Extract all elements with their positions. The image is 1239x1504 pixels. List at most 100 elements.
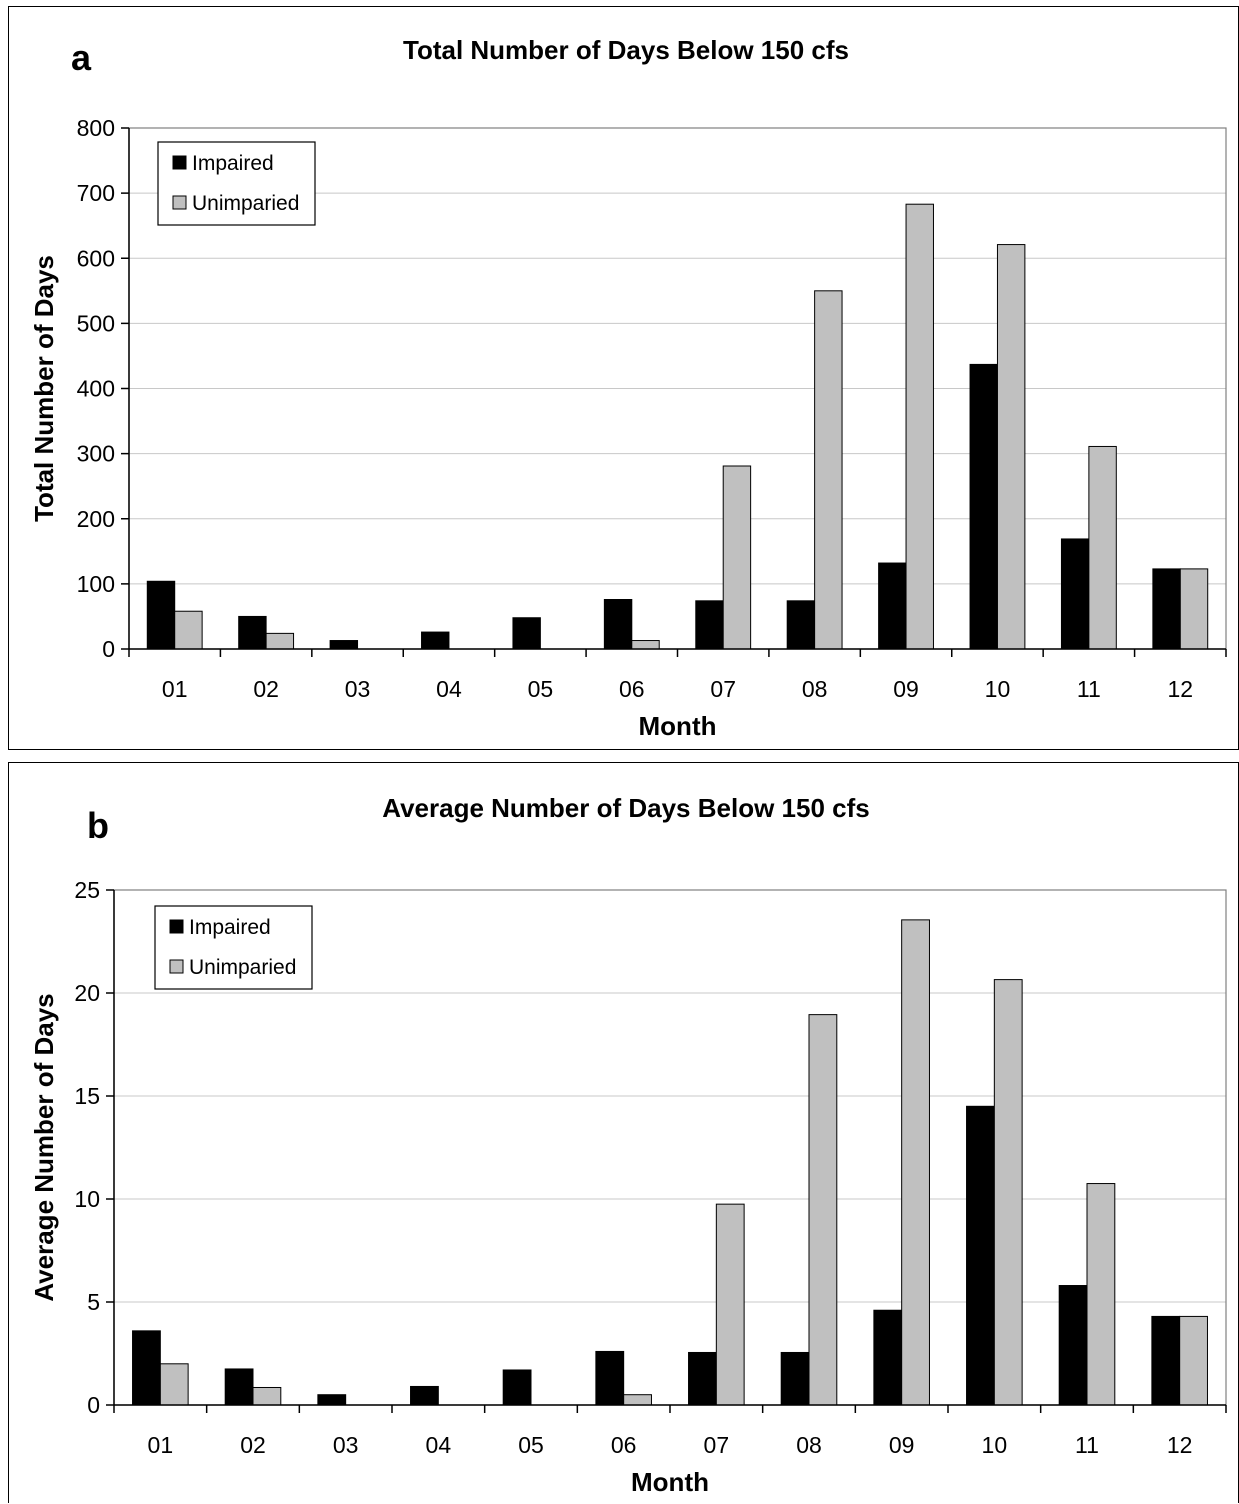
x-tick-label: 05	[528, 676, 554, 702]
x-tick-label: 10	[982, 1432, 1008, 1458]
bar-impaired-01	[146, 580, 176, 650]
y-tick-label: 800	[77, 115, 115, 141]
bar-impaired-11	[1058, 1285, 1088, 1406]
bar-unimparied-10	[996, 244, 1026, 650]
y-tick-label: 20	[74, 980, 100, 1006]
bar-impaired-02	[238, 615, 267, 650]
legend-label-unimparied: Unimparied	[189, 956, 296, 979]
legend-swatch-impaired	[172, 155, 187, 170]
bar-impaired-08	[786, 600, 816, 650]
legend-label-unimparied: Unimparied	[192, 192, 299, 215]
x-tick-label: 05	[518, 1432, 544, 1458]
bar-unimparied-02	[265, 632, 295, 650]
x-tick-label: 11	[1075, 1432, 1099, 1458]
bar-impaired-12	[1152, 568, 1181, 650]
x-tick-label: 12	[1167, 1432, 1193, 1458]
x-tick-label: 08	[796, 1432, 822, 1458]
bar-impaired-07	[688, 1351, 717, 1406]
y-tick-label: 100	[77, 571, 115, 597]
x-tick-label: 07	[710, 676, 736, 702]
bar-unimparied-09	[905, 203, 934, 650]
bar-impaired-10	[966, 1105, 995, 1406]
bar-impaired-05	[502, 1369, 532, 1406]
x-tick-label: 01	[148, 1432, 174, 1458]
bar-impaired-01	[132, 1330, 161, 1406]
bar-impaired-06	[595, 1350, 625, 1406]
bar-impaired-03	[329, 640, 359, 650]
bar-impaired-09	[873, 1309, 903, 1406]
y-tick-label: 5	[87, 1289, 100, 1315]
bar-unimparied-08	[808, 1014, 838, 1406]
y-tick-label: 25	[74, 877, 100, 903]
y-tick-label: 700	[77, 180, 115, 206]
x-axis-label: Month	[631, 1467, 709, 1497]
y-axis-label: Total Number of Days	[29, 255, 59, 522]
bar-impaired-11	[1060, 538, 1090, 650]
bar-unimparied-02	[252, 1386, 282, 1406]
x-tick-label: 03	[333, 1432, 359, 1458]
x-tick-label: 03	[345, 676, 371, 702]
y-tick-label: 200	[77, 506, 115, 532]
bar-unimparied-07	[722, 465, 752, 650]
y-tick-label: 15	[74, 1083, 100, 1109]
x-axis-label: Month	[639, 711, 717, 741]
y-tick-label: 0	[102, 636, 115, 662]
chart-b-svg: b Average Number of Days Below 150 cfs051…	[29, 793, 1227, 1497]
bar-impaired-03	[317, 1394, 347, 1406]
bar-impaired-08	[780, 1351, 810, 1406]
y-tick-label: 0	[87, 1392, 100, 1418]
chart-panel-b: b Average Number of Days Below 150 cfs 0 5 1…	[8, 762, 1239, 1503]
legend-swatch-impaired	[169, 919, 184, 934]
x-tick-label: 02	[253, 676, 279, 702]
legend-label-impaired: Impaired	[192, 152, 274, 175]
legend-swatch-unimparied	[172, 195, 187, 210]
x-tick-label: 09	[893, 676, 919, 702]
bar-unimparied-07	[715, 1203, 745, 1406]
chart-title: Average Number of Days Below 150 cfs	[382, 793, 869, 823]
legend-swatch-unimparied	[169, 959, 184, 974]
bar-unimparied-12	[1179, 1315, 1208, 1406]
chart-panel-a: a Total Number of Days Below 150 cfs 0 100 2…	[8, 6, 1239, 750]
x-tick-label: 07	[704, 1432, 730, 1458]
y-tick-label: 500	[77, 310, 115, 336]
bar-unimparied-01	[159, 1363, 189, 1406]
bar-unimparied-09	[901, 919, 930, 1406]
bar-impaired-02	[224, 1368, 254, 1406]
x-tick-label: 01	[162, 676, 188, 702]
bar-unimparied-12	[1179, 568, 1209, 650]
panel-letter: a	[71, 37, 92, 78]
x-tick-label: 10	[985, 676, 1011, 702]
x-tick-label: 04	[426, 1432, 452, 1458]
bar-impaired-10	[969, 363, 998, 650]
y-tick-label: 10	[74, 1186, 100, 1212]
y-tick-label: 600	[77, 245, 115, 271]
bar-impaired-07	[695, 600, 724, 650]
x-tick-label: 08	[802, 676, 828, 702]
bar-impaired-09	[878, 562, 907, 650]
bar-impaired-04	[410, 1385, 439, 1406]
bar-impaired-05	[512, 617, 541, 650]
bar-impaired-06	[603, 599, 633, 650]
panel-letter: b	[87, 805, 109, 846]
bar-unimparied-08	[814, 290, 843, 650]
x-tick-label: 12	[1167, 676, 1193, 702]
bar-unimparied-11	[1086, 1183, 1116, 1406]
y-axis-label: Average Number of Days	[29, 993, 59, 1301]
chart-title: Total Number of Days Below 150 cfs	[403, 35, 849, 65]
x-tick-label: 02	[240, 1432, 266, 1458]
chart-a-svg: a Total Number of Days Below 150 cfs01002…	[29, 35, 1227, 741]
bar-unimparied-06	[631, 640, 660, 650]
bar-impaired-04	[421, 631, 450, 650]
x-tick-label: 09	[889, 1432, 915, 1458]
bar-impaired-12	[1151, 1315, 1181, 1406]
x-tick-label: 06	[611, 1432, 637, 1458]
x-tick-label: 11	[1077, 676, 1101, 702]
bar-unimparied-10	[993, 979, 1023, 1406]
bar-unimparied-01	[174, 610, 203, 650]
bar-unimparied-06	[623, 1394, 652, 1406]
legend-label-impaired: Impaired	[189, 916, 271, 939]
x-tick-label: 04	[436, 676, 462, 702]
y-tick-label: 400	[77, 376, 115, 402]
bar-unimparied-11	[1088, 445, 1117, 650]
x-tick-label: 06	[619, 676, 645, 702]
